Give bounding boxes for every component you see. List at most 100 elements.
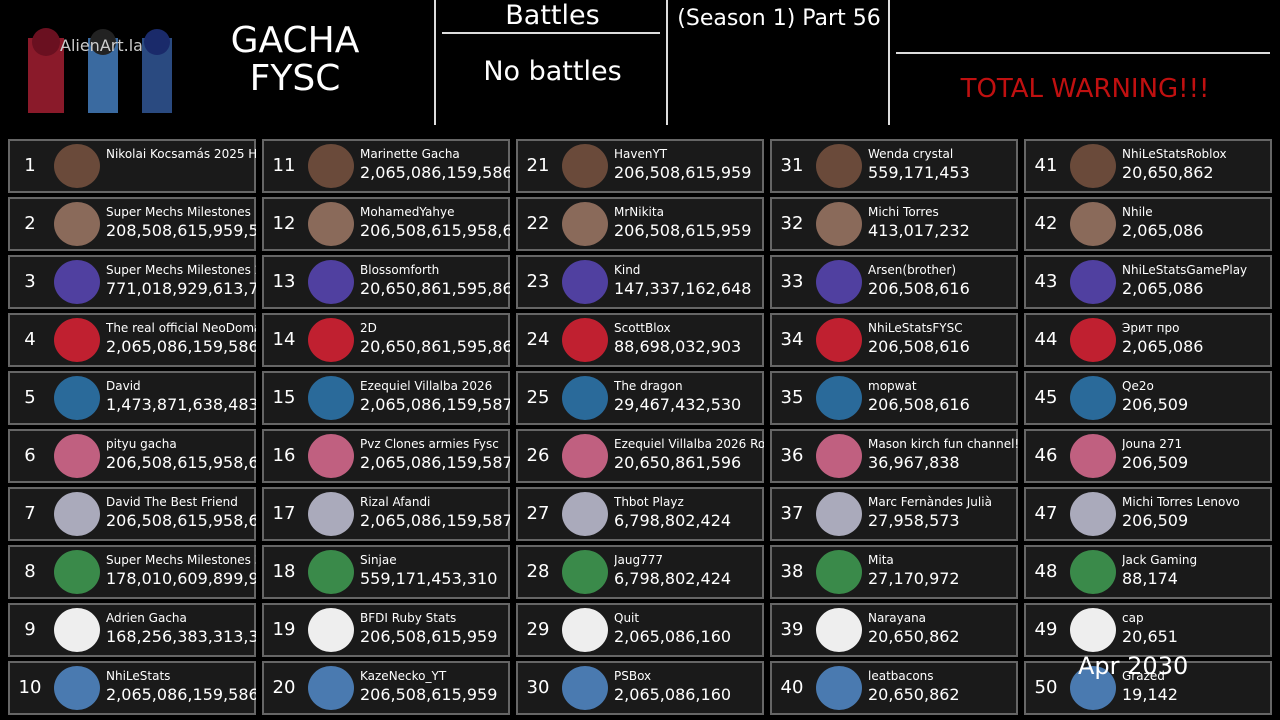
title: GACHA FYSC [230,20,360,99]
avatar [562,666,608,710]
leaderboard-entry: 9 Adrien Gacha 168,256,383,313,389,280 [8,603,256,657]
divider [888,0,890,125]
leaderboard-entry: 40 leatbacons 20,650,862 [770,661,1018,715]
count: 771,018,929,613,770,000,000,000 [106,279,256,298]
channel-name: Jouna 271 [1122,437,1183,451]
leaderboard-entry: 4 The real official NeoDomaStats 2,065,086… [8,313,256,367]
rank: 25 [526,387,550,408]
rank: 1 [24,155,36,176]
avatar [1070,608,1116,652]
count: 2,065,086,159,587 [360,453,510,472]
leaderboard-entry: 41 NhiLeStatsRoblox 20,650,862 [1024,139,1272,193]
rank: 41 [1034,155,1058,176]
leaderboard-entry: 49 cap 20,651 [1024,603,1272,657]
divider [442,32,660,34]
rank: 36 [780,445,804,466]
channel-name: Quit [614,611,640,625]
avatar [1070,144,1116,188]
avatar [1070,202,1116,246]
avatar [816,492,862,536]
count: 206,508,616 [868,395,970,414]
avatar [816,608,862,652]
rank: 42 [1034,213,1058,234]
rank: 45 [1034,387,1058,408]
count: 206,508,615,959 [614,163,752,182]
rank: 43 [1034,271,1058,292]
count: 206,509 [1122,511,1189,530]
rank: 40 [780,677,804,698]
count: 27,958,573 [868,511,960,530]
avatar [816,202,862,246]
count: 6,798,802,424 [614,569,732,588]
rank: 4 [24,329,36,350]
divider [896,52,1270,54]
count: 178,010,609,899,960,160 [106,569,256,588]
rank: 2 [24,213,36,234]
count: 2,065,086,160 [614,685,732,704]
count: 206,508,616 [868,337,970,356]
count: 206,508,615,958,683 [360,221,510,240]
channel-name: leatbacons [868,669,934,683]
leaderboard-entry: 44 Эрит про 2,065,086 [1024,313,1272,367]
avatar [54,550,100,594]
rank: 49 [1034,619,1058,640]
channel-name: NhiLeStatsFYSC [868,321,963,335]
leaderboard-entry: 7 David The Best Friend 206,508,615,958,68… [8,487,256,541]
leaderboard-entry: 35 mopwat 206,508,616 [770,371,1018,425]
avatar [54,202,100,246]
avatar [54,260,100,304]
leaderboard-entry: 30 PSBox 2,065,086,160 [516,661,764,715]
count: 36,967,838 [868,453,960,472]
rank: 32 [780,213,804,234]
channel-name: Jaug777 [614,553,664,567]
channel-name: MrNikita [614,205,664,219]
rank: 29 [526,619,550,640]
count: 168,256,383,313,389,280 [106,627,256,646]
count: 20,650,862 [1122,163,1214,182]
count: 6,798,802,424 [614,511,732,530]
rank: 39 [780,619,804,640]
characters [28,28,172,113]
rank: 48 [1034,561,1058,582]
battles-label: Battles [505,0,600,31]
count: 559,171,453,310 [360,569,498,588]
rank: 33 [780,271,804,292]
leaderboard-entry: 34 NhiLeStatsFYSC 206,508,616 [770,313,1018,367]
leaderboard-entry: 19 BFDI Ruby Stats 206,508,615,959 [262,603,510,657]
channel-name: Wenda crystal [868,147,954,161]
leaderboard-entry: 20 KazeNecko_YT 206,508,615,959 [262,661,510,715]
avatar [54,318,100,362]
avatar [54,144,100,188]
avatar [562,202,608,246]
count: 2,065,086,159,586,631 [106,685,256,704]
avatar [562,492,608,536]
rank: 31 [780,155,804,176]
avatar [1070,318,1116,362]
leaderboard-entry: 23 Kind 147,337,162,648 [516,255,764,309]
count: 2,065,086,160 [614,627,732,646]
count: 147,337,162,648 [614,279,752,298]
avatar [562,260,608,304]
rank: 37 [780,503,804,524]
count: 413,017,232 [868,221,970,240]
channel-name: Mason kirch fun channel! [868,437,1018,451]
rank: 23 [526,271,550,292]
leaderboard-entry: 27 Thbot Playz 6,798,802,424 [516,487,764,541]
count: 19,142 [1122,685,1178,704]
rank: 17 [272,503,296,524]
avatar [816,434,862,478]
divider [434,0,436,125]
count: 2,065,086 [1122,279,1204,298]
channel-name: The real official NeoDomaStats [106,321,256,335]
count: 206,509 [1122,395,1189,414]
date: Apr 2030 [1078,652,1189,680]
avatar [308,144,354,188]
leaderboard-entry: 12 MohamedYahye 206,508,615,958,683 [262,197,510,251]
count: 29,467,432,530 [614,395,742,414]
avatar [1070,492,1116,536]
divider [666,0,668,125]
leaderboard-entry: 21 HavenYT 206,508,615,959 [516,139,764,193]
rank: 34 [780,329,804,350]
rank: 12 [272,213,296,234]
